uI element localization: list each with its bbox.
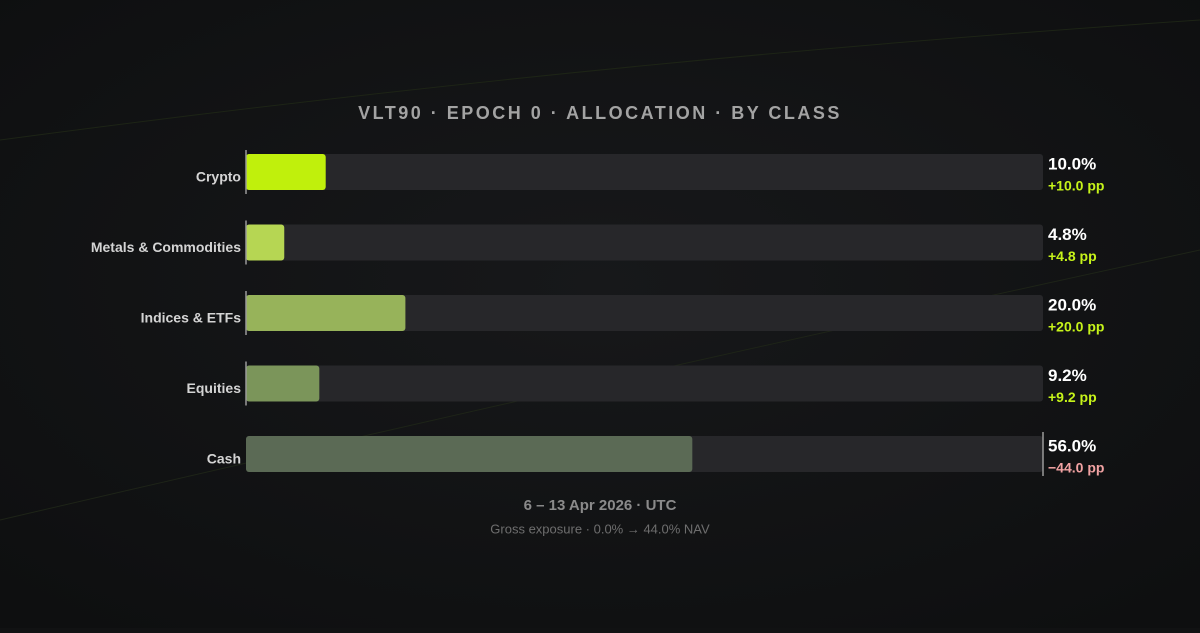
value-label: 20.0% — [1048, 295, 1096, 314]
value-label: 10.0% — [1048, 154, 1096, 173]
category-label: Cash — [207, 451, 241, 467]
chart-subtitle: 6 – 13 Apr 2026 · UTC — [524, 497, 677, 514]
category-label: Indices & ETFs — [141, 310, 242, 326]
bar-track — [246, 224, 1043, 261]
value-label: 9.2% — [1048, 366, 1087, 385]
chart-title: VLT90 · EPOCH 0 · ALLOCATION · BY CLASS — [358, 103, 842, 123]
decor-line — [0, 19, 1200, 141]
bar — [246, 295, 406, 331]
bar — [246, 365, 320, 402]
bar — [246, 224, 285, 261]
value-label: 56.0% — [1048, 436, 1096, 455]
change-label: +9.2 pp — [1048, 389, 1097, 405]
change-label: +4.8 pp — [1048, 248, 1097, 264]
value-label: 4.8% — [1048, 225, 1087, 244]
bar-track — [246, 295, 1043, 331]
change-label: +10.0 pp — [1048, 178, 1104, 194]
bar-track — [246, 154, 1043, 190]
category-label: Metals & Commodities — [91, 239, 241, 255]
bar-track — [246, 365, 1043, 402]
bar — [246, 436, 693, 472]
category-label: Crypto — [196, 169, 241, 185]
bar — [246, 154, 326, 190]
change-label: −44.0 pp — [1048, 460, 1104, 476]
chart-footnote: Gross exposure · 0.0% → 44.0% NAV — [490, 521, 710, 536]
category-label: Equities — [187, 380, 242, 396]
change-label: +20.0 pp — [1048, 319, 1104, 335]
